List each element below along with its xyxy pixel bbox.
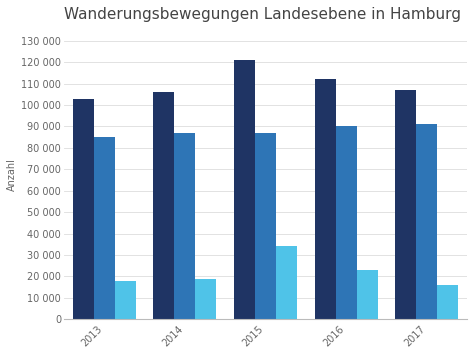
Bar <box>154 92 174 319</box>
Bar <box>234 60 255 319</box>
Bar <box>174 133 195 319</box>
Bar <box>73 99 94 319</box>
Bar <box>356 270 378 319</box>
Bar <box>276 246 297 319</box>
Text: Wanderungsbewegungen Landesebene in Hamburg: Wanderungsbewegungen Landesebene in Hamb… <box>64 7 461 22</box>
Bar <box>437 285 458 319</box>
Bar <box>255 133 276 319</box>
Bar <box>416 124 437 319</box>
Y-axis label: Anzahl: Anzahl <box>7 158 17 191</box>
Bar <box>195 279 216 319</box>
Bar <box>94 137 115 319</box>
Bar <box>115 281 136 319</box>
Bar <box>315 79 336 319</box>
Bar <box>336 126 356 319</box>
Bar <box>395 90 416 319</box>
